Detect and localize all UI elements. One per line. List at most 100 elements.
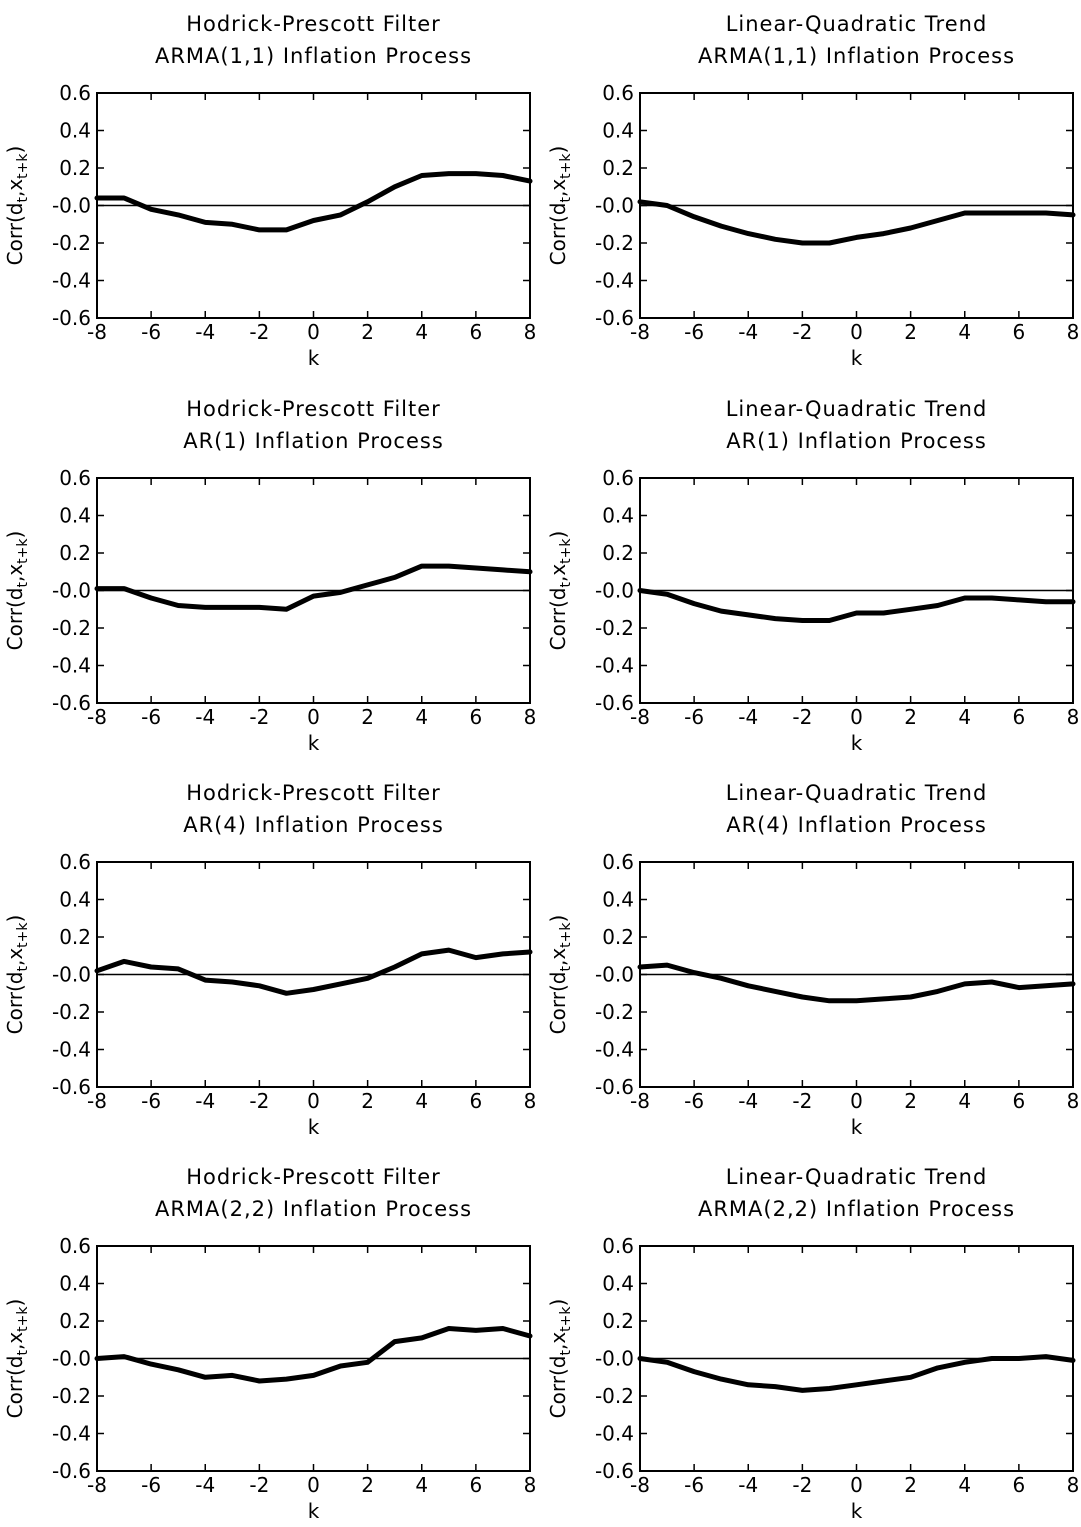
x-axis-label: k bbox=[851, 346, 863, 370]
panel-1: Hodrick-Prescott Filter ARMA(1,1) Inflati… bbox=[3, 12, 536, 370]
x-tick-label: -4 bbox=[195, 1089, 215, 1113]
y-tick-label: -0.0 bbox=[52, 194, 91, 218]
data-point bbox=[963, 982, 967, 986]
data-point bbox=[692, 971, 696, 975]
data-point bbox=[122, 587, 126, 591]
data-point bbox=[420, 1336, 424, 1340]
x-axis-label: k bbox=[308, 1115, 320, 1139]
data-point bbox=[501, 174, 505, 177]
y-tick-label: -0.6 bbox=[595, 1075, 634, 1099]
data-point bbox=[474, 566, 478, 570]
y-tick-label: 0.4 bbox=[602, 119, 634, 143]
data-point bbox=[692, 602, 696, 606]
data-point bbox=[719, 1377, 723, 1381]
y-tick-label: 0.2 bbox=[602, 1309, 634, 1333]
data-point bbox=[149, 1362, 153, 1366]
panel-subtitle: ARMA(1,1) Inflation Process bbox=[698, 44, 1015, 68]
y-tick-label: -0.4 bbox=[52, 269, 91, 293]
y-axis-label: Corr(dt,xt+k) bbox=[3, 146, 31, 266]
y-tick-label: 0.4 bbox=[602, 504, 634, 528]
y-tick-label: -0.6 bbox=[52, 1459, 91, 1483]
data-point bbox=[393, 965, 397, 969]
data-point bbox=[638, 200, 642, 204]
x-axis-label: k bbox=[851, 1115, 863, 1139]
data-point bbox=[963, 211, 967, 215]
data-point bbox=[990, 596, 994, 600]
y-tick-label: 0.4 bbox=[602, 1272, 634, 1296]
data-point bbox=[963, 596, 967, 600]
y-axis-label: Corr(dt,xt+k) bbox=[546, 915, 574, 1035]
x-tick-label: 0 bbox=[850, 320, 863, 344]
data-point bbox=[1044, 1355, 1048, 1359]
y-tick-label: 0.2 bbox=[602, 925, 634, 949]
data-point bbox=[528, 570, 532, 574]
data-point bbox=[665, 1360, 669, 1364]
data-point bbox=[882, 1379, 886, 1383]
x-tick-label: 8 bbox=[1067, 320, 1080, 344]
y-tick-label: 0.4 bbox=[59, 888, 91, 912]
x-tick-label: 0 bbox=[307, 1089, 320, 1113]
x-axis-label: k bbox=[851, 1499, 863, 1523]
data-point bbox=[773, 617, 777, 621]
y-tick-label: -0.2 bbox=[595, 1384, 634, 1408]
data-point bbox=[936, 604, 940, 607]
x-tick-label: -4 bbox=[738, 705, 758, 729]
data-point bbox=[230, 980, 234, 984]
x-tick-label: -6 bbox=[141, 1089, 161, 1113]
x-tick-label: 8 bbox=[1067, 1089, 1080, 1113]
data-point bbox=[339, 213, 343, 217]
x-tick-label: -8 bbox=[87, 320, 107, 344]
y-tick-label: -0.0 bbox=[595, 579, 634, 603]
x-tick-label: 4 bbox=[415, 320, 428, 344]
y-tick-label: 0.4 bbox=[602, 888, 634, 912]
series-line bbox=[94, 947, 533, 996]
y-tick-label: 0.6 bbox=[59, 466, 91, 490]
data-point bbox=[638, 1357, 642, 1360]
data-point bbox=[855, 999, 858, 1003]
data-point bbox=[257, 1379, 261, 1383]
data-point bbox=[665, 963, 669, 967]
x-tick-label: -4 bbox=[195, 1473, 215, 1497]
x-tick-label: 4 bbox=[958, 320, 971, 344]
data-point bbox=[366, 583, 370, 587]
data-point bbox=[176, 1368, 180, 1372]
data-point bbox=[746, 1383, 750, 1387]
data-point bbox=[1017, 986, 1021, 990]
y-tick-label: -0.2 bbox=[595, 1000, 634, 1024]
panel-5: Hodrick-Prescott Filter AR(4) Inflation P… bbox=[3, 781, 536, 1139]
data-point bbox=[203, 220, 207, 224]
data-point bbox=[1071, 1358, 1075, 1362]
panel-8: Linear-Quadratic Trend ARMA(2,2) Inflatio… bbox=[546, 1165, 1079, 1523]
data-point bbox=[827, 999, 831, 1003]
data-point bbox=[909, 1375, 913, 1379]
y-tick-label: -0.2 bbox=[595, 616, 634, 640]
data-point bbox=[447, 1327, 451, 1330]
x-tick-label: -8 bbox=[630, 705, 650, 729]
data-point bbox=[474, 172, 478, 176]
data-point bbox=[312, 594, 315, 598]
data-point bbox=[149, 596, 153, 600]
y-tick-label: -0.4 bbox=[52, 1038, 91, 1062]
data-point bbox=[719, 976, 723, 980]
x-tick-label: 6 bbox=[1013, 320, 1026, 344]
data-point bbox=[800, 995, 804, 999]
x-tick-label: 4 bbox=[958, 705, 971, 729]
y-tick-label: -0.6 bbox=[595, 306, 634, 330]
data-point bbox=[827, 241, 831, 245]
data-point bbox=[665, 204, 669, 207]
panel-title: Hodrick-Prescott Filter bbox=[186, 397, 441, 421]
y-axis-label: Corr(dt,xt+k) bbox=[3, 1299, 31, 1419]
x-axis-label: k bbox=[308, 1499, 320, 1523]
x-tick-label: -6 bbox=[684, 705, 704, 729]
data-point bbox=[474, 1328, 478, 1332]
data-point bbox=[393, 185, 397, 189]
x-tick-label: 4 bbox=[958, 1473, 971, 1497]
data-point bbox=[312, 1373, 315, 1377]
x-tick-label: -6 bbox=[141, 705, 161, 729]
data-point bbox=[257, 228, 261, 232]
data-point bbox=[1071, 982, 1075, 986]
data-point bbox=[1017, 211, 1021, 215]
data-point bbox=[1071, 600, 1075, 604]
x-tick-label: 0 bbox=[850, 705, 863, 729]
data-point bbox=[692, 1370, 696, 1374]
